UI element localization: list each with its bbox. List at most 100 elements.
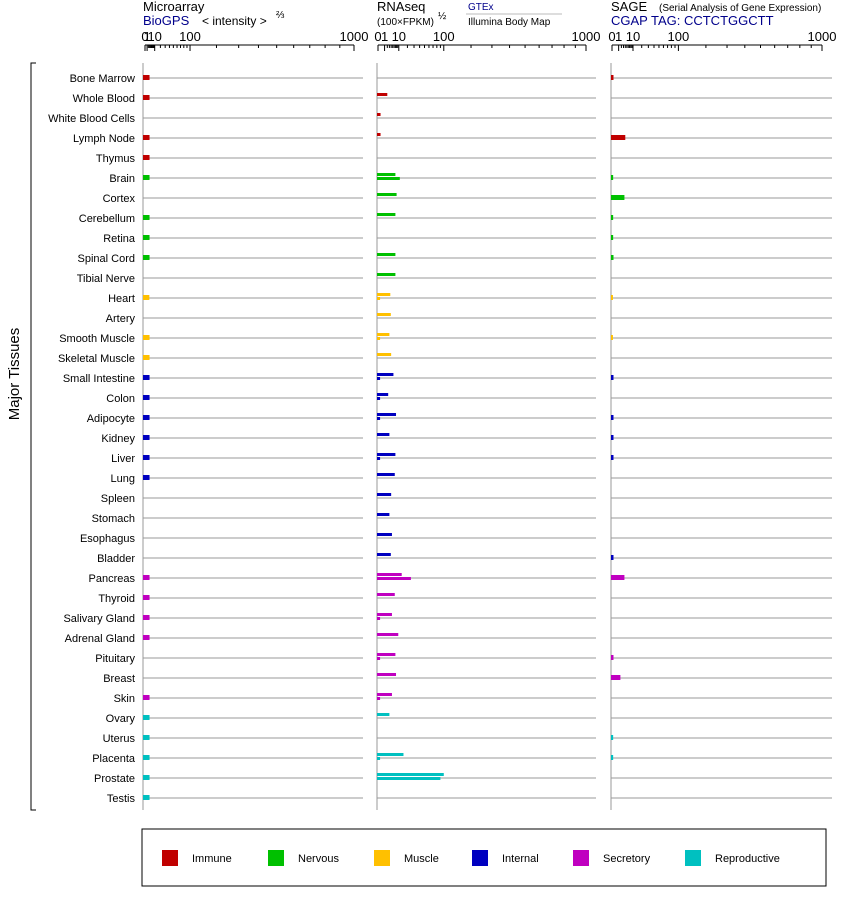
- tissue-group-bracket: [30, 62, 36, 811]
- rnaseq-bar: [377, 633, 399, 636]
- rnaseq-bar: [377, 273, 396, 276]
- rnaseq-bar: [377, 253, 396, 256]
- sage-bar: [611, 675, 621, 680]
- axis-tick-label: 1000: [340, 29, 369, 44]
- rnaseq-bar: [377, 693, 392, 696]
- microarray-bar: [143, 755, 150, 760]
- microarray-title: Microarray: [143, 0, 205, 14]
- microarray-bar: [143, 215, 150, 220]
- sage-bar: [611, 195, 625, 200]
- tissue-label: Spleen: [101, 493, 135, 505]
- tissue-label: Esophagus: [80, 533, 136, 545]
- rnaseq-bar: [377, 417, 381, 420]
- tissue-label: Skeletal Muscle: [58, 353, 135, 365]
- rnaseq-bar: [377, 553, 391, 556]
- legend-label-nervous: Nervous: [298, 853, 339, 865]
- microarray-bar: [143, 335, 150, 340]
- sage-bar: [611, 175, 614, 180]
- rnaseq-bar: [377, 293, 391, 296]
- microarray-bar: [143, 155, 150, 160]
- rnaseq-bar: [377, 473, 395, 476]
- microarray-source-link[interactable]: BioGPS: [143, 13, 190, 28]
- sage-bar: [611, 555, 614, 560]
- axis-tick-label: 0: [141, 29, 148, 44]
- tissue-label: Spinal Cord: [78, 253, 135, 265]
- axis-tick-label: 1: [615, 29, 622, 44]
- rnaseq-bar: [377, 697, 381, 700]
- tissue-label: Lung: [111, 473, 135, 485]
- legend: Immune Nervous Muscle Internal Secretory Repr…: [162, 850, 780, 866]
- sage-bar: [611, 75, 614, 80]
- microarray-bar: [143, 255, 150, 260]
- axis-tick-label: 1000: [572, 29, 601, 44]
- axis-tick-label: 0: [608, 29, 615, 44]
- legend-swatch-immune: [162, 850, 178, 866]
- tissue-label: Salivary Gland: [63, 613, 135, 625]
- microarray-bar: [143, 435, 150, 440]
- microarray-bar: [143, 75, 150, 80]
- tissue-label: Whole Blood: [73, 93, 135, 105]
- tissue-label: Cortex: [103, 193, 136, 205]
- rnaseq-bar: [377, 673, 397, 676]
- tissue-label: Colon: [106, 393, 135, 405]
- rnaseq-bar: [377, 777, 441, 780]
- microarray-bar: [143, 235, 150, 240]
- sage-bar: [611, 655, 614, 660]
- microarray-bar: [143, 135, 150, 140]
- axis-tick-label: 100: [179, 29, 201, 44]
- legend-label-muscle: Muscle: [404, 853, 439, 865]
- tissue-label: Breast: [103, 673, 135, 685]
- rnaseq-bar: [377, 333, 390, 336]
- tissue-label: Tibial Nerve: [77, 273, 135, 285]
- tissue-label: Ovary: [106, 713, 136, 725]
- rnaseq-bar: [377, 577, 411, 580]
- microarray-bar: [143, 475, 150, 480]
- tissue-label: Pancreas: [89, 573, 136, 585]
- sage-bar: [611, 375, 614, 380]
- microarray-bar: [143, 715, 150, 720]
- rnaseq-bar: [377, 373, 394, 376]
- axis-tick-label: 0: [374, 29, 381, 44]
- tissue-label: Stomach: [92, 513, 135, 525]
- legend-label-immune: Immune: [192, 853, 232, 865]
- tissue-label: Thymus: [96, 153, 136, 165]
- microarray-bar: [143, 455, 150, 460]
- sage-tag-label[interactable]: CGAP TAG: CCTCTGGCTT: [611, 13, 774, 28]
- microarray-bar: [143, 635, 150, 640]
- microarray-bar: [143, 375, 150, 380]
- tissue-label: Thyroid: [98, 593, 135, 605]
- axis-tick-label: 10: [392, 29, 406, 44]
- tissue-label: Uterus: [103, 733, 136, 745]
- rnaseq-bar: [377, 337, 381, 340]
- sage-bar: [611, 435, 614, 440]
- microarray-bar: [143, 615, 150, 620]
- legend-swatch-internal: [472, 850, 488, 866]
- tissue-label: Bladder: [97, 553, 135, 565]
- microarray-bar: [143, 395, 150, 400]
- tissue-label: White Blood Cells: [48, 113, 135, 125]
- rnaseq-bar: [377, 613, 392, 616]
- sage-bar: [611, 335, 613, 340]
- microarray-bar: [143, 595, 150, 600]
- gtex-source-link[interactable]: GTEx: [468, 2, 494, 13]
- tissue-rows: Bone Marrow Whole Blood White Blood Cells L…: [48, 73, 136, 805]
- microarray-bar: [143, 95, 150, 100]
- tissue-label: Kidney: [101, 433, 135, 445]
- rnaseq-bar: [377, 113, 381, 116]
- rnaseq-bar: [377, 457, 381, 460]
- microarray-bar: [143, 175, 150, 180]
- sage-bar: [611, 455, 614, 460]
- rnaseq-bar: [377, 573, 402, 576]
- rnaseq-bar: [377, 757, 381, 760]
- axis-tick-label: 1: [143, 29, 150, 44]
- sage-title: SAGE: [611, 0, 647, 14]
- rnaseq-bar: [377, 297, 381, 300]
- rnaseq-bar: [377, 377, 381, 380]
- microarray-bar: [143, 295, 150, 300]
- tissue-label: Retina: [103, 233, 136, 245]
- tissue-label: Artery: [106, 313, 136, 325]
- tissue-label: Cerebellum: [79, 213, 135, 225]
